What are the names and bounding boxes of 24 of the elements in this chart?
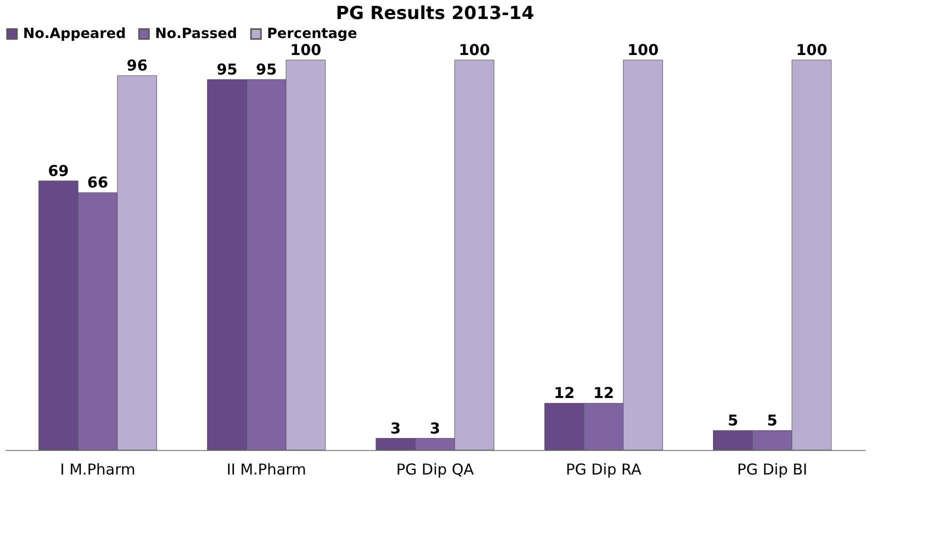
x-tick-label: PG Dip QA	[396, 460, 474, 478]
data-label: 100	[627, 41, 659, 59]
legend-label: No.Appeared	[23, 26, 126, 42]
data-label: 95	[256, 60, 277, 78]
legend-label: No.Passed	[155, 26, 238, 42]
data-label: 3	[430, 419, 440, 438]
data-label: 100	[796, 41, 828, 59]
data-label: 69	[48, 162, 69, 180]
x-tick-label: I M.Pharm	[60, 460, 136, 478]
data-label: 96	[126, 56, 148, 75]
data-label: 12	[554, 384, 575, 402]
legend-label: Percentage	[267, 26, 358, 42]
data-label: 95	[216, 60, 238, 78]
data-label: 100	[458, 41, 490, 59]
data-label: 12	[593, 384, 614, 402]
x-tick-label: II M.Pharm	[226, 460, 306, 478]
data-label: 5	[767, 412, 778, 430]
x-tick-label: PG Dip BI	[737, 460, 808, 478]
data-label: 66	[87, 174, 108, 192]
data-label: 3	[390, 419, 401, 438]
data-label: 5	[728, 412, 738, 430]
data-label: 100	[290, 41, 322, 59]
x-tick-label: PG Dip RA	[566, 460, 642, 478]
chart-title: PG Results 2013-14	[336, 3, 534, 24]
